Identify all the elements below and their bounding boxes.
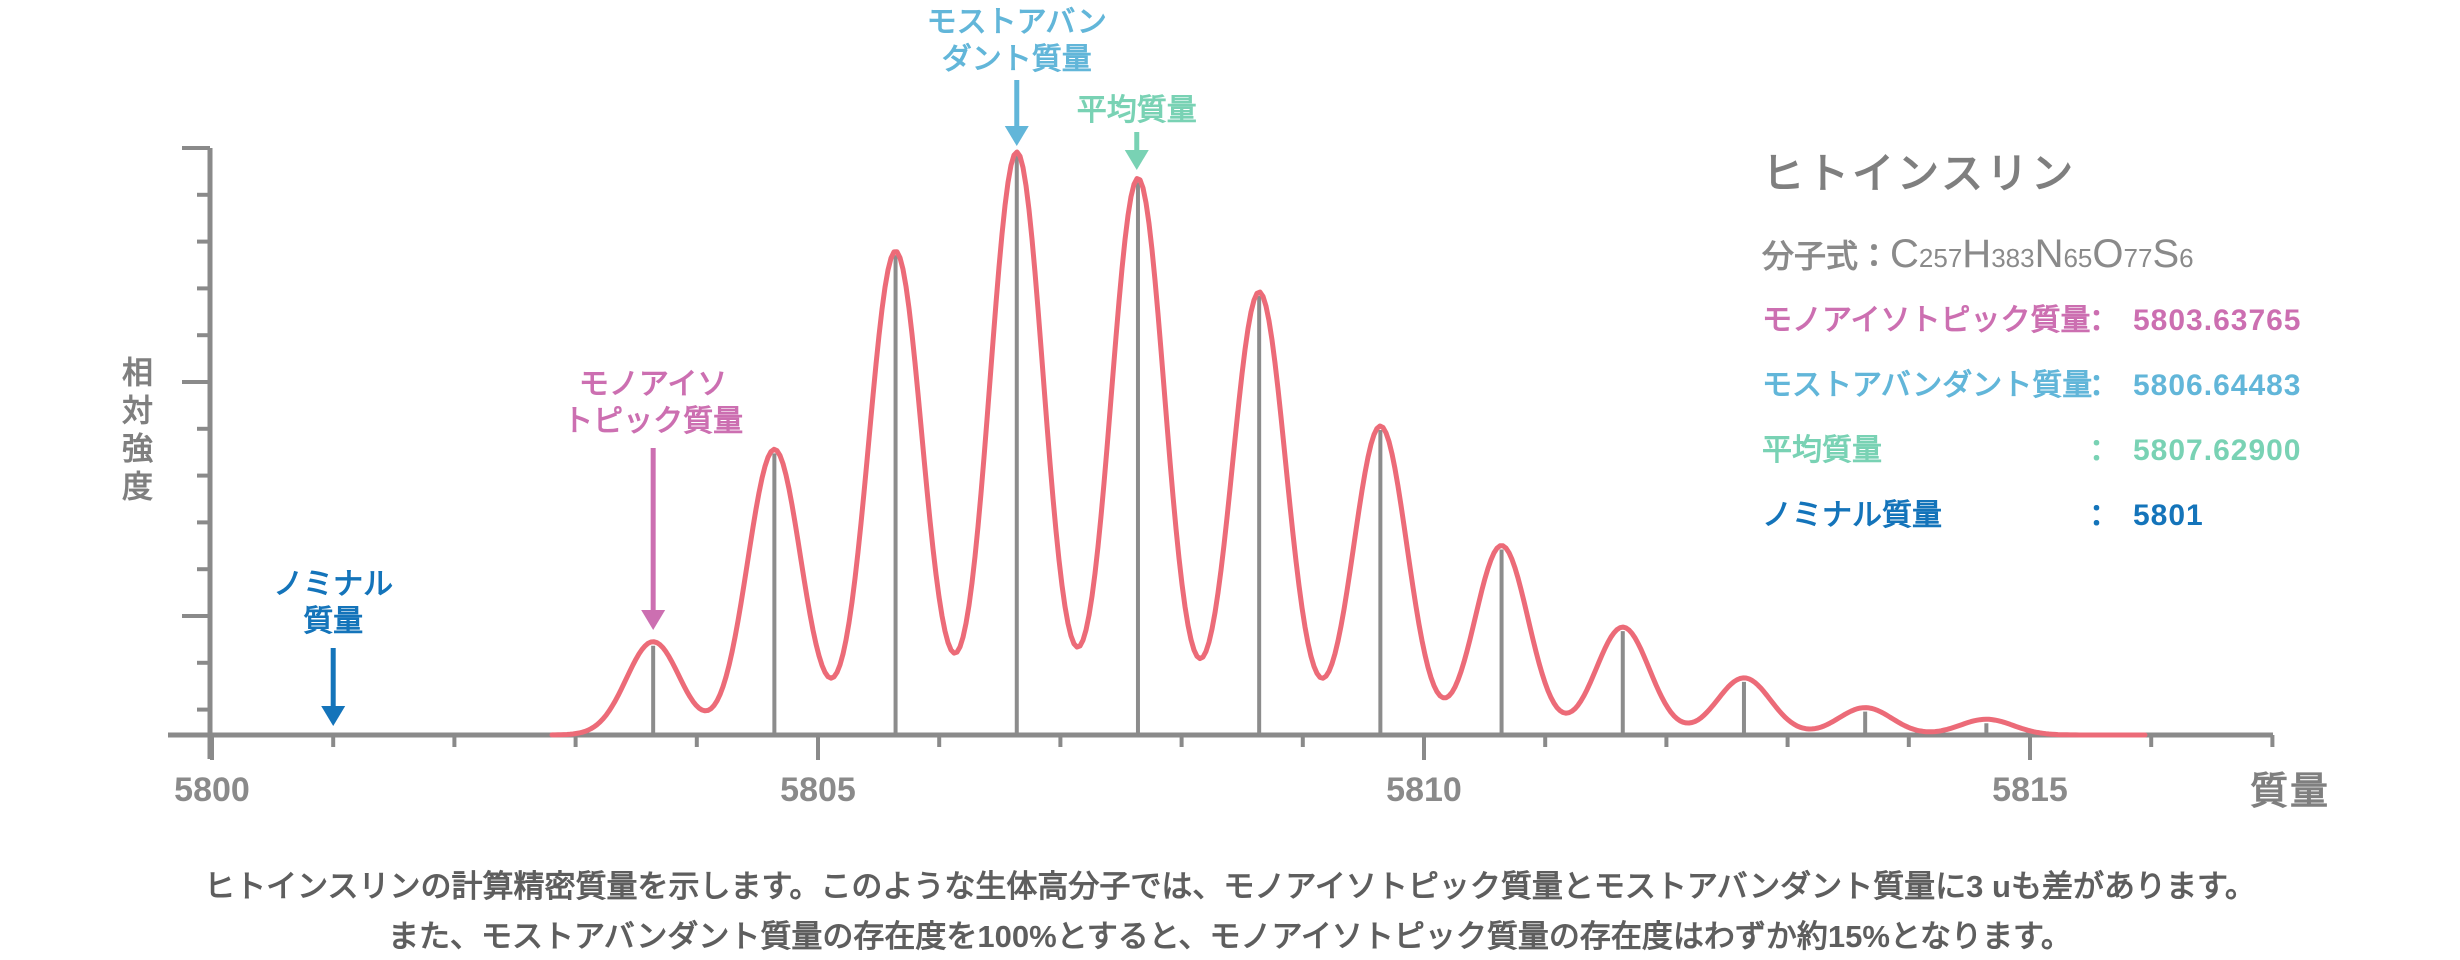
formula-element-count: 77 [2123, 243, 2153, 273]
legend-row-colon: ： [2089, 434, 2119, 467]
molecular-formula: 分子式：C257H383N65O77S6 [1762, 231, 2302, 277]
legend-panel: ヒトインスリン 分子式：C257H383N65O77S6 モノアイソトピック質量… [1762, 140, 2302, 555]
isotope-distribution-curve [549, 149, 2148, 738]
nominal-arrow-head [321, 706, 346, 726]
monoisotopic-mass-label: モノアイソトピック質量 [563, 366, 743, 440]
legend-row-value: 5803.63765 [2133, 304, 2302, 337]
nominal-mass-label-line: 質量 [303, 605, 364, 638]
formula-element-count: 6 [2179, 243, 2194, 273]
most_abundant-mass-label-line: モストアバン [926, 6, 1107, 39]
formula-element-symbol: N [2034, 232, 2064, 276]
formula-element-count: 65 [2063, 243, 2093, 273]
monoisotopic-mass-label-line: モノアイソ [578, 368, 728, 401]
legend-row-monoisotopic_mass: モノアイソトピック質量： 5803.63765 [1762, 295, 2302, 339]
formula-element-symbol: C [1890, 232, 1919, 276]
nominal-mass-label-line: ノミナル [273, 568, 394, 601]
legend-row-value: 5801 [2133, 499, 2204, 532]
legend-row-label: モノアイソトピック質量 [1762, 304, 2091, 337]
average-arrow-head [1124, 150, 1149, 170]
legend-rows: モノアイソトピック質量： 5803.63765 モストアバンダント質量： 5806.6… [1762, 295, 2302, 534]
molecular-formula-prefix: 分子式： [1762, 238, 1891, 274]
x-tick-label: 5815 [1992, 771, 2068, 809]
caption-line-2: また、モストアバンダント質量の存在度を100%とすると、モノアイソトピック質量の… [388, 919, 2072, 954]
legend-row-value: 5806.64483 [2133, 369, 2302, 402]
legend-row-most_abundant_mass: モストアバンダント質量： 5806.64483 [1762, 360, 2302, 404]
x-tick-label: 5800 [174, 771, 250, 809]
legend-row-average_mass: 平均質量 ： 5807.62900 [1762, 425, 2302, 469]
legend-row-colon: ： [2089, 369, 2119, 402]
most_abundant-arrow-head [1004, 126, 1029, 146]
legend-row-label: ノミナル質量 [1762, 499, 1942, 532]
formula-element-symbol: H [1962, 232, 1992, 276]
monoisotopic-arrow-head [641, 610, 666, 630]
most_abundant-mass-label-line: ダント質量 [941, 43, 1092, 76]
legend-row-colon: ： [2089, 304, 2119, 337]
nominal-mass-label: ノミナル 質量 [273, 566, 393, 640]
legend-row-label: 平均質量 [1762, 434, 1882, 467]
most_abundant-mass-label: モストアバン ダント質量 [927, 4, 1107, 78]
formula-element-count: 383 [1991, 243, 2035, 273]
legend-row-value: 5807.62900 [2133, 434, 2302, 467]
average-mass-label: 平均質量 [1077, 92, 1197, 129]
legend-title: ヒトインスリン [1762, 150, 2077, 197]
figure-caption: ヒトインスリンの計算精密質量を示します。このような生体高分子では、モノアイソトピ… [0, 862, 2460, 960]
formula-element-symbol: S [2152, 232, 2180, 276]
monoisotopic-mass-label-line: トピック質量 [563, 405, 744, 438]
x-tick-label: 5805 [780, 771, 856, 809]
legend-row-colon: ： [2089, 499, 2119, 532]
caption-line-1: ヒトインスリンの計算精密質量を示します。このような生体高分子では、モノアイソトピ… [204, 869, 2256, 904]
formula-element-symbol: O [2092, 232, 2124, 276]
y-axis-title: 相対強度 [117, 356, 152, 508]
x-tick-label: 5810 [1386, 771, 1462, 809]
formula-element-count: 257 [1918, 243, 1963, 273]
molecular-formula-elements: C257H383N65O77S6 [1890, 232, 2194, 276]
average-mass-label-line: 平均質量 [1076, 94, 1197, 127]
x-axis-title: 質量 [2250, 771, 2331, 813]
legend-row-nominal_mass: ノミナル質量 ： 5801 [1762, 490, 2302, 534]
legend-row-label: モストアバンダント質量 [1762, 369, 2093, 402]
